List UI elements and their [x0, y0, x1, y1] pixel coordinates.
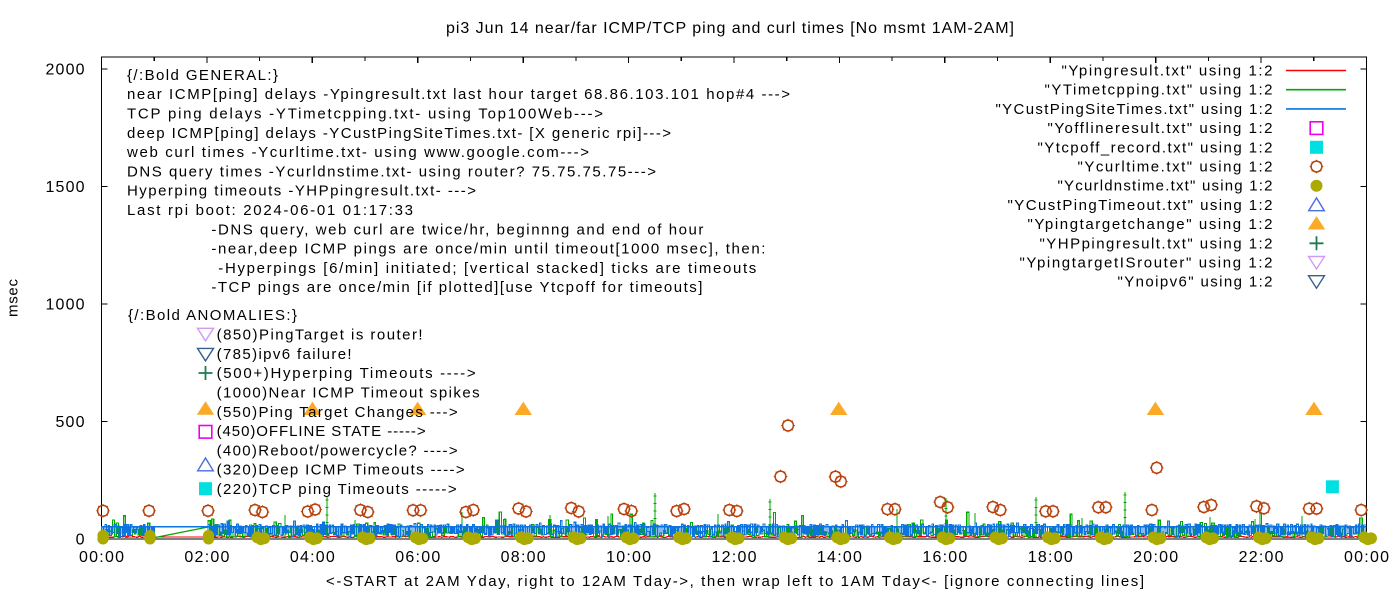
svg-text:DNS query times -Ycurldnstime.: DNS query times -Ycurldnstime.txt- using… — [127, 163, 656, 180]
svg-text:"YpingtargetISrouter" using 1:: "YpingtargetISrouter" using 1:2 — [1020, 255, 1273, 272]
svg-text:deep ICMP[ping] delays -YCustP: deep ICMP[ping] delays -YCustPingSiteTim… — [127, 125, 671, 142]
svg-text:12:00: 12:00 — [712, 549, 757, 566]
svg-text:"YHPpingresult.txt" using 1:2: "YHPpingresult.txt" using 1:2 — [1040, 235, 1273, 252]
svg-text:(550)Ping Target Changes --->: (550)Ping Target Changes ---> — [217, 404, 458, 421]
svg-text:(400)Reboot/powercycle? ---->: (400)Reboot/powercycle? ----> — [217, 442, 458, 459]
svg-text:(1000)Near ICMP Timeout spikes: (1000)Near ICMP Timeout spikes — [217, 385, 480, 402]
svg-text:04:00: 04:00 — [290, 549, 335, 566]
svg-text:{/:Bold ANOMALIES:}: {/:Bold ANOMALIES:} — [128, 307, 297, 324]
svg-text:-near,deep ICMP pings are once: -near,deep ICMP pings are once/min until… — [211, 241, 765, 258]
svg-text:"Ypingtargetchange" using 1:2: "Ypingtargetchange" using 1:2 — [1028, 216, 1273, 233]
svg-text:-TCP pings are once/min [if pl: -TCP pings are once/min [if plotted][use… — [211, 279, 702, 296]
svg-text:500: 500 — [56, 414, 85, 431]
svg-text:-Hyperpings [6/min] initiated;: -Hyperpings [6/min] initiated; [vertical… — [218, 260, 756, 277]
svg-text:"YCustPingSiteTimes.txt" using: "YCustPingSiteTimes.txt" using 1:2 — [996, 101, 1273, 118]
svg-text:02:00: 02:00 — [184, 549, 229, 566]
svg-text:06:00: 06:00 — [395, 549, 440, 566]
svg-text:16:00: 16:00 — [922, 549, 967, 566]
svg-text:TCP ping delays -YTimetcpping.: TCP ping delays -YTimetcpping.txt- using… — [127, 106, 603, 123]
svg-text:18:00: 18:00 — [1028, 549, 1073, 566]
svg-text:22:00: 22:00 — [1239, 549, 1284, 566]
svg-text:1000: 1000 — [46, 297, 85, 314]
svg-text:"Ypingresult.txt" using 1:2: "Ypingresult.txt" using 1:2 — [1062, 63, 1273, 80]
svg-text:"Yofflineresult.txt" using 1:2: "Yofflineresult.txt" using 1:2 — [1048, 120, 1273, 137]
svg-text:10:00: 10:00 — [606, 549, 651, 566]
svg-text:near ICMP[ping] delays -Ypingr: near ICMP[ping] delays -Ypingresult.txt … — [127, 86, 790, 103]
svg-text:2000: 2000 — [46, 62, 85, 79]
svg-text:msec: msec — [5, 279, 22, 318]
svg-text:14:00: 14:00 — [817, 549, 862, 566]
svg-text:(320)Deep ICMP Timeouts ---->: (320)Deep ICMP Timeouts ----> — [217, 462, 465, 479]
svg-text:(450)OFFLINE STATE ----->: (450)OFFLINE STATE -----> — [217, 423, 426, 440]
svg-text:20:00: 20:00 — [1133, 549, 1178, 566]
svg-text:"Ytcpoff_record.txt" using 1:2: "Ytcpoff_record.txt" using 1:2 — [1038, 139, 1273, 156]
svg-text:"YCustPingTimeout.txt" using 1: "YCustPingTimeout.txt" using 1:2 — [1008, 197, 1273, 214]
svg-text:{/:Bold GENERAL:}: {/:Bold GENERAL:} — [127, 67, 278, 84]
svg-text:"YTimetcpping.txt" using 1:2: "YTimetcpping.txt" using 1:2 — [1045, 82, 1273, 99]
svg-text:(220)TCP ping Timeouts ----->: (220)TCP ping Timeouts -----> — [217, 481, 457, 498]
svg-text:-DNS query, web curl are twice: -DNS query, web curl are twice/hr, begin… — [211, 221, 703, 238]
svg-text:0: 0 — [76, 532, 85, 549]
svg-text:1500: 1500 — [46, 179, 85, 196]
svg-text:web curl times -Ycurltime.txt-: web curl times -Ycurltime.txt- using www… — [126, 144, 589, 161]
svg-text:"Ycurldnstime.txt" using 1:2: "Ycurldnstime.txt" using 1:2 — [1058, 178, 1273, 195]
svg-text:00:00: 00:00 — [1344, 549, 1389, 566]
svg-text:(785)ipv6 failure!: (785)ipv6 failure! — [217, 346, 352, 363]
svg-text:Last rpi boot: 2024-06-01 01:1: Last rpi boot: 2024-06-01 01:17:33 — [127, 202, 413, 219]
svg-text:(850)PingTarget is router!: (850)PingTarget is router! — [217, 327, 423, 344]
svg-text:"Ycurltime.txt" using 1:2: "Ycurltime.txt" using 1:2 — [1078, 159, 1273, 176]
svg-text:00:00: 00:00 — [79, 549, 124, 566]
svg-text:Hyperping timeouts -YHPpingres: Hyperping timeouts -YHPpingresult.txt- -… — [127, 183, 476, 200]
svg-text:<-START at 2AM Yday, right to: <-START at 2AM Yday, right to 12AM Tday-… — [326, 573, 1144, 590]
svg-text:(500+)Hyperping Timeouts ---->: (500+)Hyperping Timeouts ----> — [217, 365, 476, 382]
svg-text:"Ynoipv6" using 1:2: "Ynoipv6" using 1:2 — [1118, 274, 1273, 291]
svg-text:pi3 Jun 14 near/far ICMP/TCP: pi3 Jun 14 near/far ICMP/TCP ping and cu… — [446, 20, 1014, 37]
svg-text:08:00: 08:00 — [501, 549, 546, 566]
